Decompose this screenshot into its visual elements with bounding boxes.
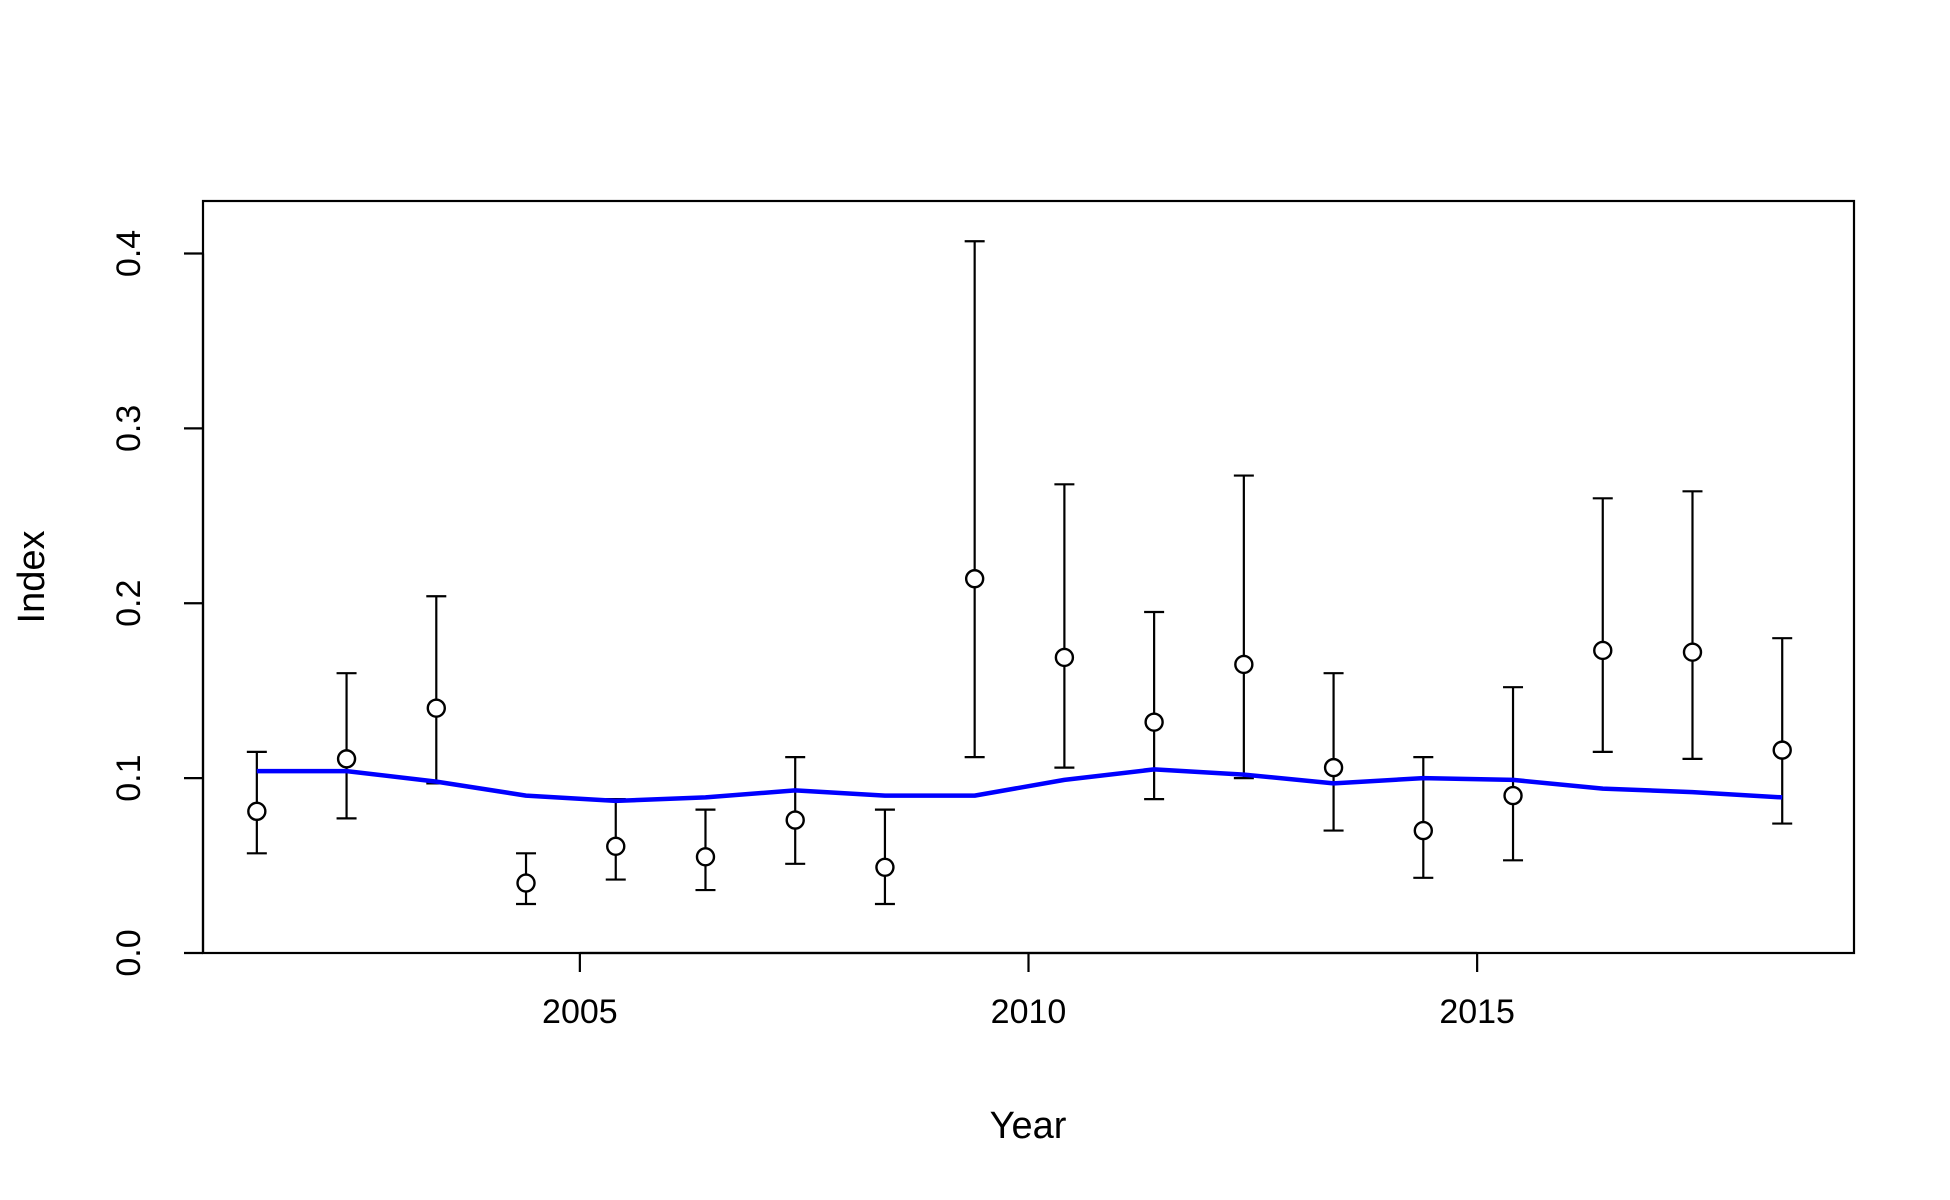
data-point: [1503, 785, 1523, 806]
data-point: [964, 569, 985, 589]
data-point: [516, 873, 536, 893]
y-tick-label: 0.3: [110, 405, 148, 452]
data-point: [247, 801, 267, 822]
data-point: [1413, 820, 1434, 841]
error-bars: [246, 240, 1793, 906]
data-points: [247, 569, 1792, 893]
plot-frame: [201, 199, 1856, 955]
x-tick-label: 2005: [542, 993, 618, 1031]
data-point: [426, 698, 446, 718]
data-point: [785, 810, 805, 830]
x-axis-title: Year: [990, 1105, 1067, 1147]
y-tick-label: 0.1: [110, 754, 148, 801]
data-point: [1323, 757, 1344, 778]
data-point: [336, 749, 357, 769]
data-point: [1772, 740, 1792, 760]
y-tick-label: 0.0: [110, 929, 148, 976]
x-axis: 2005 2010 2015: [542, 951, 1515, 1031]
y-axis-title: Index: [11, 531, 53, 624]
data-point: [695, 847, 716, 867]
x-tick-label: 2010: [991, 993, 1067, 1031]
y-axis: 0.0 0.1 0.2 0.3 0.4: [110, 230, 205, 977]
data-point: [1593, 640, 1613, 661]
data-point: [875, 857, 895, 878]
data-point: [1682, 642, 1703, 662]
data-point: [1144, 712, 1164, 732]
data-point: [1234, 654, 1254, 675]
y-tick-label: 0.4: [110, 230, 148, 277]
fitted-line: [256, 767, 1783, 804]
x-tick-label: 2015: [1439, 993, 1515, 1031]
data-point: [606, 836, 626, 857]
y-tick-label: 0.2: [110, 580, 148, 627]
data-point: [1054, 647, 1075, 668]
